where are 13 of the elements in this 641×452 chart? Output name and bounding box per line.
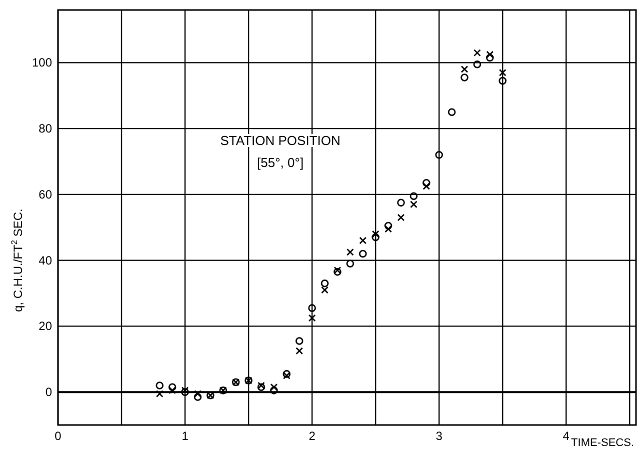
y-tick-label: 40 xyxy=(38,253,52,268)
y-tick-label: 20 xyxy=(38,319,52,334)
y-tick-label: 60 xyxy=(38,187,52,202)
y-tick-label: 100 xyxy=(32,56,52,70)
x-tick-label: 4 xyxy=(562,429,570,443)
y-tick-label: 0 xyxy=(45,385,52,400)
y-tick-label: 80 xyxy=(38,122,52,136)
annotation: [55°, 0°] xyxy=(257,155,304,170)
x-tick-label: 0 xyxy=(54,429,62,443)
x-tick-label: 3 xyxy=(436,429,443,443)
x-tick-label: 1 xyxy=(182,429,189,443)
x-axis-title: TIME-SECS. xyxy=(571,437,634,449)
x-tick-label: 2 xyxy=(308,429,316,443)
